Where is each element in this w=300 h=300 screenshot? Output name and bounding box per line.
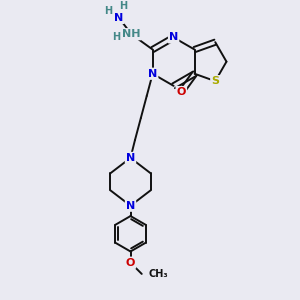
Text: O: O — [126, 258, 135, 268]
Text: N: N — [126, 201, 135, 211]
Text: O: O — [177, 87, 186, 97]
Text: NH: NH — [122, 29, 141, 39]
Text: S: S — [211, 76, 219, 86]
Text: N: N — [148, 69, 157, 79]
Text: N: N — [169, 32, 178, 42]
Text: H: H — [112, 32, 121, 42]
Text: CH₃: CH₃ — [148, 269, 168, 279]
Text: N: N — [114, 13, 124, 23]
Text: N: N — [126, 153, 135, 163]
Text: H: H — [119, 1, 128, 11]
Text: H: H — [104, 6, 112, 16]
